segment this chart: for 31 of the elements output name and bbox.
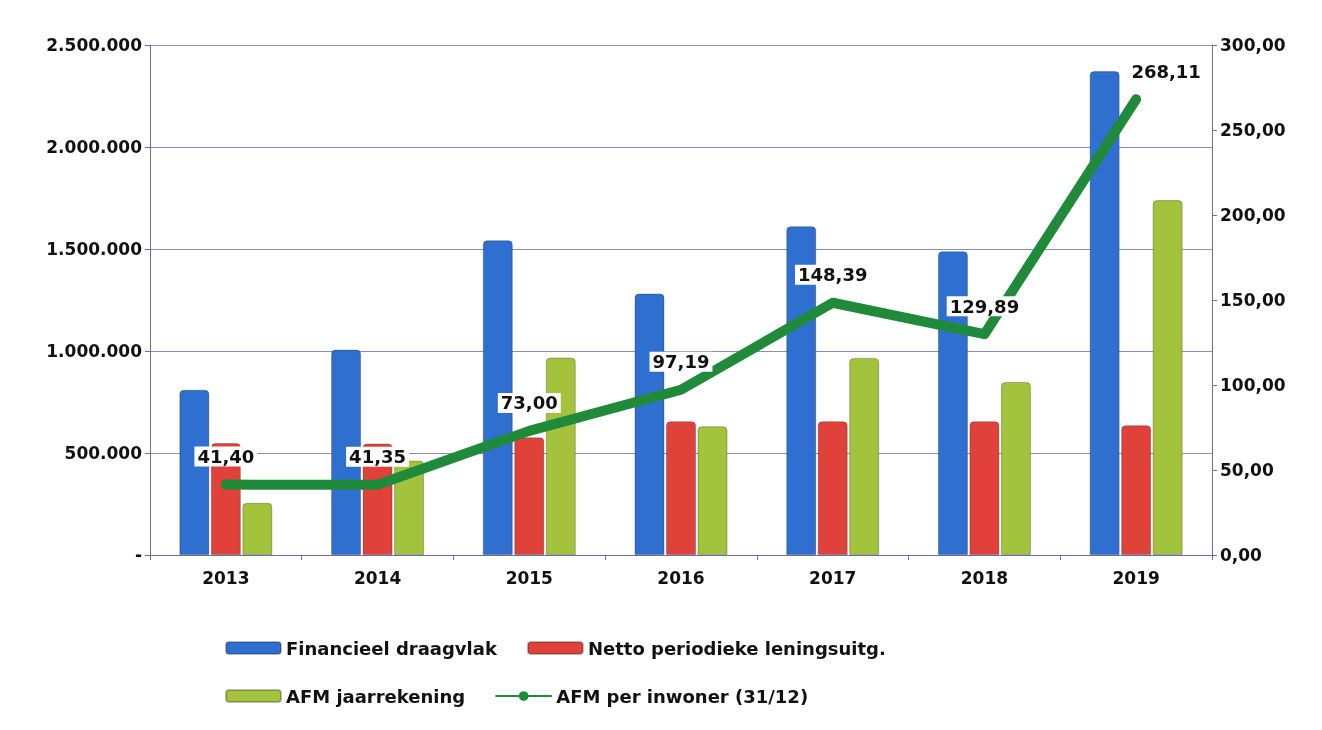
y-tick-label: 500.000 [64, 443, 143, 463]
data-label: 41,40 [197, 446, 255, 468]
legend-label: AFM per inwoner (31/12) [556, 685, 809, 707]
x-tick-label: 2016 [657, 567, 705, 588]
legend-label: AFM jaarrekening [286, 685, 466, 707]
y2-tick-label: 200,00 [1220, 205, 1286, 225]
x-tick-label: 2015 [505, 567, 553, 588]
y-tick-label: 1.000.000 [46, 341, 143, 361]
data-label: 73,00 [500, 392, 558, 414]
y2-tick-label: 300,00 [1220, 35, 1286, 55]
data-label: 148,39 [797, 264, 868, 286]
x-tick-label: 2017 [809, 567, 857, 588]
y2-tick-label: 50,00 [1220, 460, 1274, 480]
y-tick-label: 1.500.000 [46, 239, 143, 259]
data-label: 129,89 [949, 295, 1020, 317]
data-label: 97,19 [652, 351, 710, 373]
data-label: 41,35 [349, 446, 407, 468]
y-tick-label: - [134, 545, 142, 565]
y2-tick-label: 150,00 [1220, 290, 1286, 310]
y2-tick-label: 0,00 [1220, 545, 1263, 565]
legend-label: Financieel draagvlak [286, 637, 498, 659]
x-tick-label: 2018 [960, 567, 1009, 588]
data-label: 268,11 [1131, 60, 1201, 82]
y2-tick-label: 100,00 [1220, 375, 1286, 395]
y2-tick-label: 250,00 [1220, 120, 1286, 140]
y-tick-label: 2.500.000 [46, 35, 143, 55]
y-tick-label: 2.000.000 [46, 137, 143, 157]
x-tick-label: 2014 [353, 567, 402, 588]
x-tick-label: 2013 [202, 567, 250, 588]
x-tick-label: 2019 [1112, 567, 1160, 588]
legend-label: Netto periodieke leningsuitg. [587, 637, 886, 659]
